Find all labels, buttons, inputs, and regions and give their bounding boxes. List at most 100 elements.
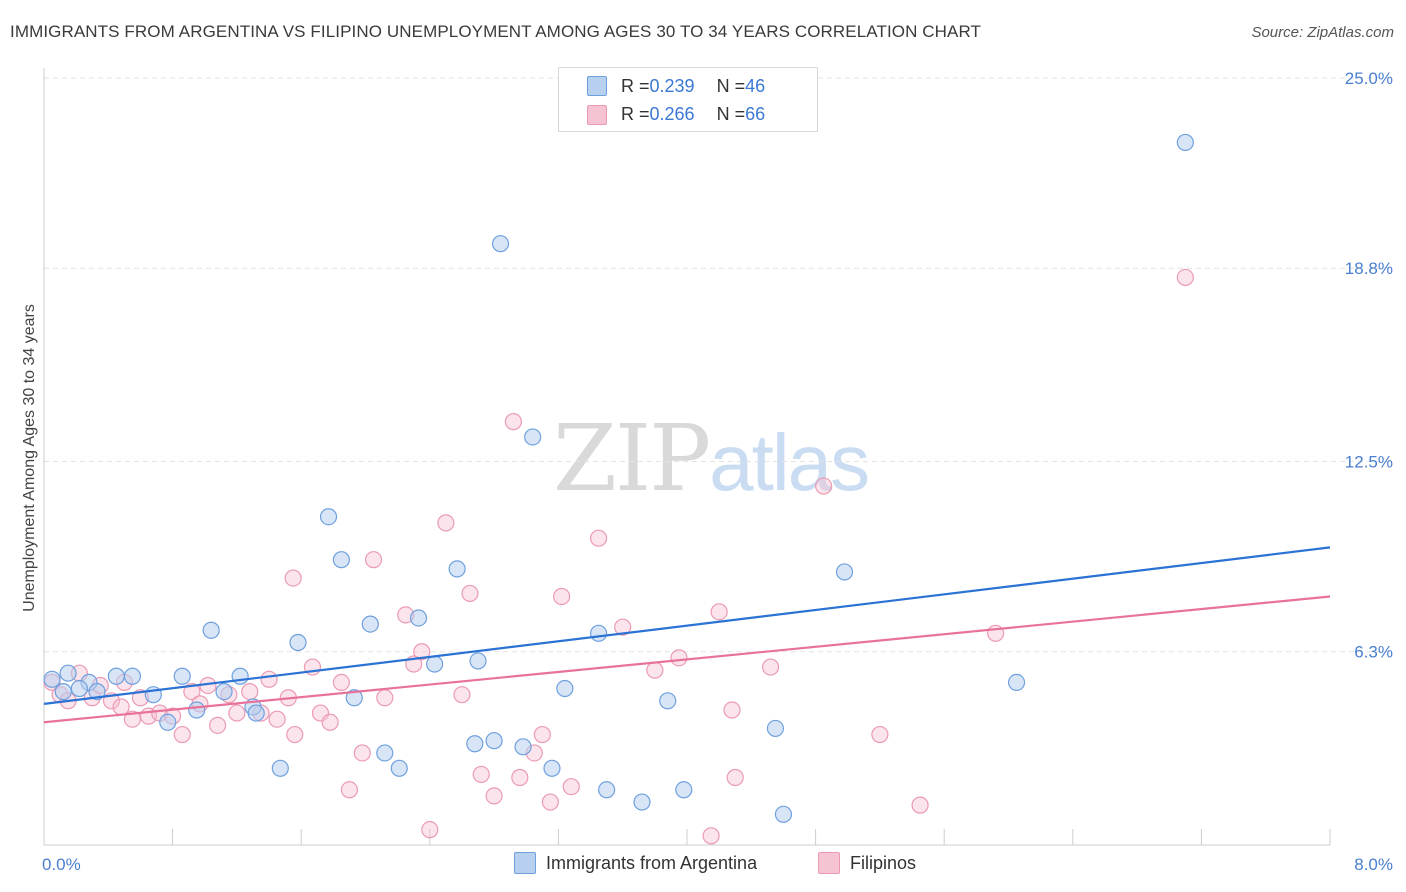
- argentina-point: [107, 667, 125, 685]
- y-tick-label: 18.8%: [1345, 259, 1393, 278]
- filipinos-point: [228, 704, 246, 722]
- axis-labels: 6.3% 12.5% 18.8% 25.0% 0.0% 8.0% Unemployment …: [21, 69, 1393, 874]
- argentina-trend-line: [43, 546, 1331, 705]
- argentina-point: [188, 701, 206, 719]
- filipinos-point: [562, 778, 580, 796]
- legend-n-value: 66: [745, 103, 766, 124]
- filipinos-point: [241, 682, 259, 701]
- argentina-point: [345, 689, 363, 707]
- filipinos-point: [589, 529, 608, 547]
- filipinos-point: [472, 765, 490, 784]
- filipinos-point: [761, 658, 780, 676]
- filipinos-point: [553, 587, 571, 606]
- argentina-point: [466, 735, 484, 753]
- argentina-point: [426, 655, 444, 673]
- filipinos-point: [533, 725, 551, 744]
- argentina-point: [659, 692, 677, 710]
- x-tick-label: 8.0%: [1354, 855, 1393, 874]
- argentina-point: [589, 624, 608, 642]
- argentina-point: [766, 719, 785, 738]
- filipinos-point: [123, 710, 142, 728]
- filipinos-point: [453, 686, 471, 704]
- argentina-point: [409, 609, 428, 627]
- argentina-point: [485, 732, 503, 750]
- argentina-point: [215, 682, 233, 701]
- filipinos-point: [209, 716, 227, 734]
- filipinos-point: [646, 661, 664, 679]
- legend-r-label: R =: [621, 75, 650, 96]
- argentina-point: [390, 759, 408, 777]
- series-swatch-filipinos: [818, 852, 840, 874]
- filipinos-point: [726, 768, 744, 787]
- filipinos-point: [260, 670, 278, 688]
- chart-title: IMMIGRANTS FROM ARGENTINA VS FILIPINO UN…: [10, 22, 982, 41]
- legend-row-filipinos: R = 0.266 N = 66: [621, 103, 765, 125]
- y-axis-title: Unemployment Among Ages 30 to 34 years: [21, 304, 38, 612]
- filipinos-point: [1176, 268, 1194, 287]
- argentina-point: [376, 744, 394, 762]
- filipinos-point: [461, 584, 479, 603]
- filipinos-point: [286, 725, 304, 744]
- argentina-point: [598, 781, 616, 799]
- correlation-legend: R = 0.239 N = 46 R = 0.266 N = 66: [558, 67, 818, 132]
- watermark-zip: ZIP: [553, 405, 711, 512]
- argentina-points: [43, 133, 1194, 823]
- y-tick-label: 12.5%: [1345, 453, 1393, 472]
- filipinos-point: [284, 569, 302, 587]
- argentina-point: [514, 738, 532, 756]
- filipinos-trend-line: [43, 595, 1331, 724]
- legend-swatch-argentina: [587, 76, 607, 96]
- argentina-point: [289, 633, 307, 652]
- argentina-point: [524, 428, 542, 446]
- filipinos-point: [723, 701, 741, 719]
- filipinos-point: [332, 673, 350, 691]
- zipatlas-watermark: ZIPatlas: [553, 405, 870, 512]
- filipinos-point: [670, 649, 688, 667]
- filipinos-point: [173, 725, 191, 744]
- y-tick-label: 25.0%: [1345, 69, 1393, 88]
- filipinos-point: [364, 551, 383, 569]
- argentina-point: [835, 563, 854, 581]
- filipinos-point: [504, 413, 522, 431]
- series-label-filipinos: Filipinos: [850, 852, 917, 873]
- argentina-point: [543, 759, 561, 777]
- argentina-point: [319, 508, 338, 526]
- filipinos-point: [911, 796, 929, 814]
- filipinos-point: [485, 787, 503, 805]
- grid-lines: [44, 77, 1394, 653]
- filipinos-point: [321, 713, 339, 731]
- filipinos-point: [815, 477, 833, 495]
- legend-n-label: N =: [716, 103, 746, 124]
- filipinos-point: [702, 827, 720, 845]
- series-legend-argentina: Immigrants from Argentina: [514, 852, 757, 874]
- argentina-point: [491, 235, 510, 253]
- filipinos-point: [437, 514, 455, 532]
- legend-row-argentina: R = 0.239 N = 46: [621, 75, 765, 97]
- argentina-point: [469, 652, 487, 670]
- filipinos-point: [413, 643, 431, 661]
- argentina-point: [70, 679, 88, 698]
- argentina-point: [633, 793, 651, 811]
- filipinos-point: [871, 725, 889, 744]
- argentina-point: [88, 682, 106, 701]
- argentina-point: [173, 667, 191, 685]
- filipinos-point: [112, 698, 130, 716]
- trend-lines: [43, 546, 1331, 724]
- x-tick-label: 0.0%: [42, 855, 81, 874]
- filipinos-point: [340, 781, 359, 799]
- legend-swatch-filipinos: [587, 105, 607, 125]
- filipinos-point: [511, 768, 529, 787]
- series-legend-filipinos: Filipinos: [818, 852, 916, 874]
- argentina-point: [43, 670, 61, 688]
- watermark-atlas: atlas: [709, 418, 870, 507]
- legend-r-value: 0.266: [649, 103, 695, 124]
- filipinos-point: [541, 793, 559, 811]
- filipinos-points: [43, 268, 1194, 845]
- argentina-point: [159, 713, 177, 731]
- argentina-point: [1007, 673, 1026, 691]
- legend-n-label: N =: [716, 75, 746, 96]
- argentina-point: [1176, 133, 1194, 152]
- legend-n-value: 46: [745, 75, 766, 96]
- series-swatch-argentina: [514, 852, 536, 874]
